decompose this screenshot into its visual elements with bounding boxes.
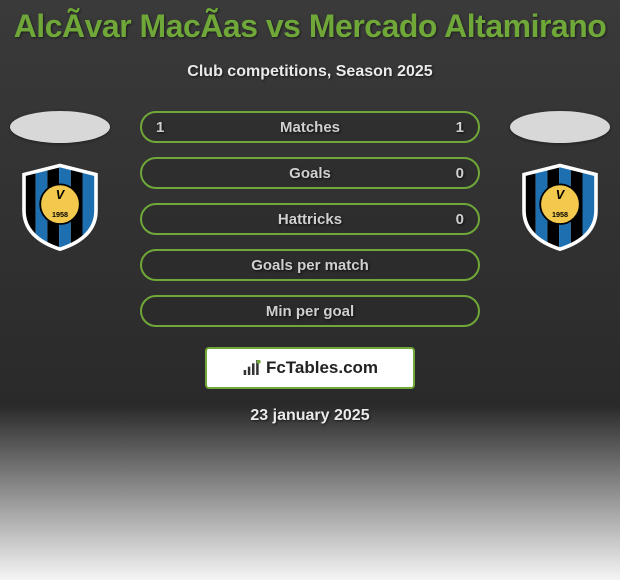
stat-row-goals-per-match: Goals per match (140, 249, 480, 281)
chart-icon (242, 360, 262, 376)
stat-p1-value: 1 (156, 119, 164, 136)
player2-avatar-placeholder (510, 111, 610, 143)
comparison-content: V 1958 V (0, 111, 620, 425)
player1-avatar-placeholder (10, 111, 110, 143)
page-title: AlcÃ­var MacÃ­as vs Mercado Altamirano (0, 0, 620, 45)
date-label: 23 january 2025 (0, 407, 620, 425)
stat-p2-value: 0 (456, 165, 464, 182)
player-right-column: V 1958 (505, 111, 615, 251)
stat-p2-value: 0 (456, 211, 464, 228)
stat-row-hattricks: Hattricks 0 (140, 203, 480, 235)
stat-row-min-per-goal: Min per goal (140, 295, 480, 327)
player1-club-badge: V 1958 (15, 161, 105, 251)
stat-label: Matches (142, 119, 478, 136)
stat-row-matches: 1 Matches 1 (140, 111, 480, 143)
stat-row-goals: Goals 0 (140, 157, 480, 189)
stat-label: Goals per match (142, 257, 478, 274)
brand-box[interactable]: FcTables.com (205, 347, 415, 389)
stat-label: Goals (142, 165, 478, 182)
brand-text: FcTables.com (266, 358, 378, 378)
svg-text:1958: 1958 (52, 210, 68, 219)
stat-label: Min per goal (142, 303, 478, 320)
stat-p2-value: 1 (456, 119, 464, 136)
stat-label: Hattricks (142, 211, 478, 228)
subtitle: Club competitions, Season 2025 (0, 63, 620, 81)
player2-club-badge: V 1958 (515, 161, 605, 251)
stats-list: 1 Matches 1 Goals 0 Hattricks 0 Goals pe… (140, 111, 480, 327)
svg-text:1958: 1958 (552, 210, 568, 219)
player-left-column: V 1958 (5, 111, 115, 251)
